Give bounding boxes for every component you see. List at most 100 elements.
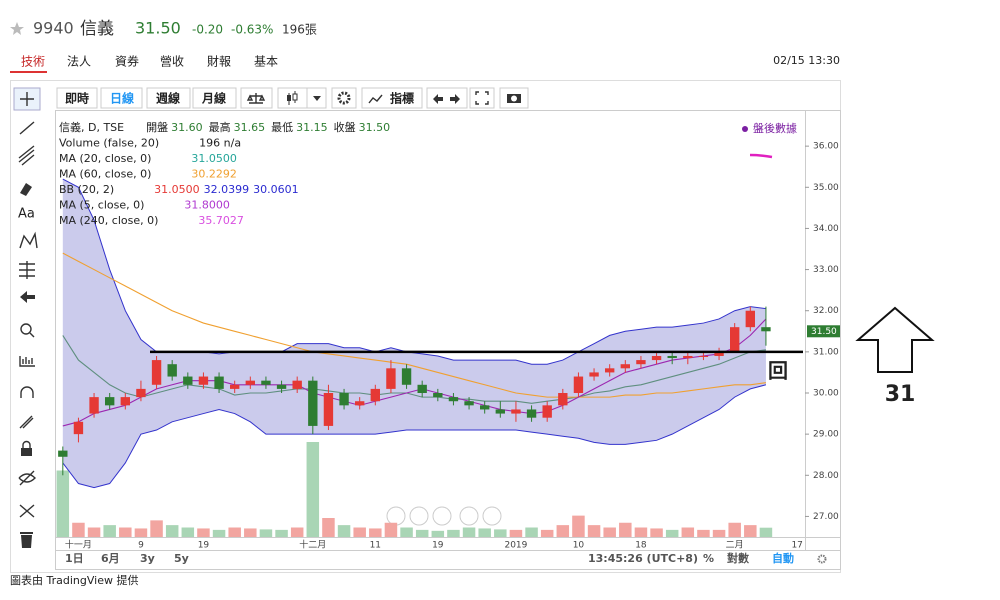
last-price-tag: [807, 325, 840, 338]
volume-bar: [337, 525, 351, 537]
range-button[interactable]: 6月: [101, 552, 120, 565]
trash-icon[interactable]: [20, 532, 33, 548]
x-tick-label: 11: [370, 541, 381, 551]
reset[interactable]: [432, 506, 452, 526]
brush-icon[interactable]: [20, 183, 32, 196]
candle-body: [448, 397, 459, 402]
star[interactable]: [10, 22, 24, 35]
scroll-right[interactable]: [482, 506, 502, 526]
legend-text: 31.0500: [191, 152, 237, 165]
after-hours-dot: [742, 126, 748, 132]
text-icon[interactable]: Aa: [18, 207, 35, 222]
zoom-in[interactable]: [459, 506, 479, 526]
btn-weekly[interactable]: [146, 87, 191, 109]
candle-body: [730, 327, 740, 352]
zoom-icon[interactable]: [20, 323, 32, 335]
after-hours[interactable]: 盤後數據: [753, 121, 797, 135]
volume-bar: [150, 520, 163, 537]
zoom-out[interactable]: [409, 506, 429, 526]
scale-auto[interactable]: 自動: [772, 551, 794, 565]
btn-indicators[interactable]: [361, 87, 423, 109]
y-tick-label: 27.00: [813, 512, 839, 522]
trend-icon[interactable]: [19, 121, 35, 135]
volume-bar: [228, 527, 241, 537]
scroll-left[interactable]: [386, 506, 406, 526]
legend-text: MA (60, close, 0): [59, 168, 151, 181]
legend-row: MA (20, close, 0) 31.0500: [59, 152, 237, 165]
volume-bar: [415, 529, 429, 537]
btn-settings[interactable]: [331, 87, 357, 109]
tab[interactable]: 財報: [207, 54, 231, 69]
tab[interactable]: 技術: [21, 55, 45, 69]
range-button[interactable]: 3y: [140, 552, 155, 565]
btn-monthly[interactable]: [192, 87, 237, 109]
arrow-icon[interactable]: [20, 291, 35, 303]
volume-bar: [431, 530, 445, 537]
volume-bar: [134, 528, 148, 537]
axis-settings[interactable]: [817, 554, 827, 564]
volume-bar: [56, 470, 70, 537]
legend-text: 收盤: [334, 120, 356, 134]
measure-icon[interactable]: [19, 261, 35, 279]
tab[interactable]: 法人: [67, 55, 91, 69]
pattern-icon[interactable]: [19, 231, 38, 249]
hide-icon[interactable]: [18, 470, 36, 486]
clock: 13:45:26 (UTC+8): [588, 552, 698, 565]
range-button[interactable]: 1日: [65, 552, 84, 565]
volume-bar: [540, 529, 554, 537]
x-tick-label: 17: [791, 541, 802, 551]
candle-body: [245, 380, 255, 385]
volume-bar: [447, 529, 460, 537]
toolbar-label: 指標: [390, 91, 414, 106]
btn-daily[interactable]: [100, 87, 143, 109]
code: 9940: [33, 19, 74, 38]
x-tick-label: 19: [432, 541, 444, 551]
btn-realtime[interactable]: [56, 87, 98, 109]
volume-bar: [369, 528, 382, 537]
x-tick-label: 十二月: [299, 539, 326, 551]
lock-icon[interactable]: [21, 448, 32, 456]
volume-bar: [665, 529, 679, 537]
volume-bar: [197, 528, 210, 537]
ruler-icon[interactable]: [19, 356, 35, 367]
magnet-icon[interactable]: [20, 386, 34, 398]
scale-percent[interactable]: %: [703, 552, 714, 565]
legend-text: MA (240, close, 0): [59, 214, 158, 227]
candle-body: [573, 376, 584, 394]
legend-text: 31.50: [359, 121, 391, 134]
candle-body: [636, 360, 646, 365]
volume-bar: [87, 527, 101, 537]
candle-body: [667, 355, 677, 359]
volume-bar: [619, 522, 632, 537]
scale-log[interactable]: 對數: [727, 551, 749, 565]
legend-text: 最低: [271, 121, 293, 134]
volume-bar: [259, 529, 273, 537]
legend-text: BB (20, 2): [59, 183, 114, 196]
candle-body: [120, 397, 130, 406]
volume-bar: [525, 527, 538, 537]
candle-body: [58, 450, 68, 457]
price: 31.50: [135, 19, 181, 38]
tab[interactable]: 基本: [254, 55, 278, 69]
volume-bar: [744, 525, 757, 537]
x-tick-label: 二月: [726, 540, 744, 551]
stay-draw-icon[interactable]: [19, 415, 34, 429]
volume-bar: [119, 527, 132, 537]
y-tick-label: 35.00: [813, 183, 839, 193]
tools-icon[interactable]: [19, 504, 35, 518]
candle-body: [542, 405, 552, 418]
legend-text: 31.65: [234, 121, 266, 134]
candle-body: [558, 393, 568, 406]
btn-style[interactable]: [277, 87, 327, 109]
tab[interactable]: 資券: [115, 54, 139, 69]
candle-body: [526, 409, 537, 418]
candle-body: [261, 380, 271, 385]
volume-bar: [165, 525, 179, 537]
btn-undo-redo[interactable]: [426, 87, 468, 109]
range-button[interactable]: 5y: [174, 552, 189, 565]
tab[interactable]: 營收: [160, 55, 184, 69]
btn-fullscreen[interactable]: [469, 87, 495, 109]
fib-icon[interactable]: [18, 145, 35, 166]
candle-body: [480, 405, 490, 410]
legend-row: MA (60, close, 0) 30.2292: [59, 168, 237, 181]
